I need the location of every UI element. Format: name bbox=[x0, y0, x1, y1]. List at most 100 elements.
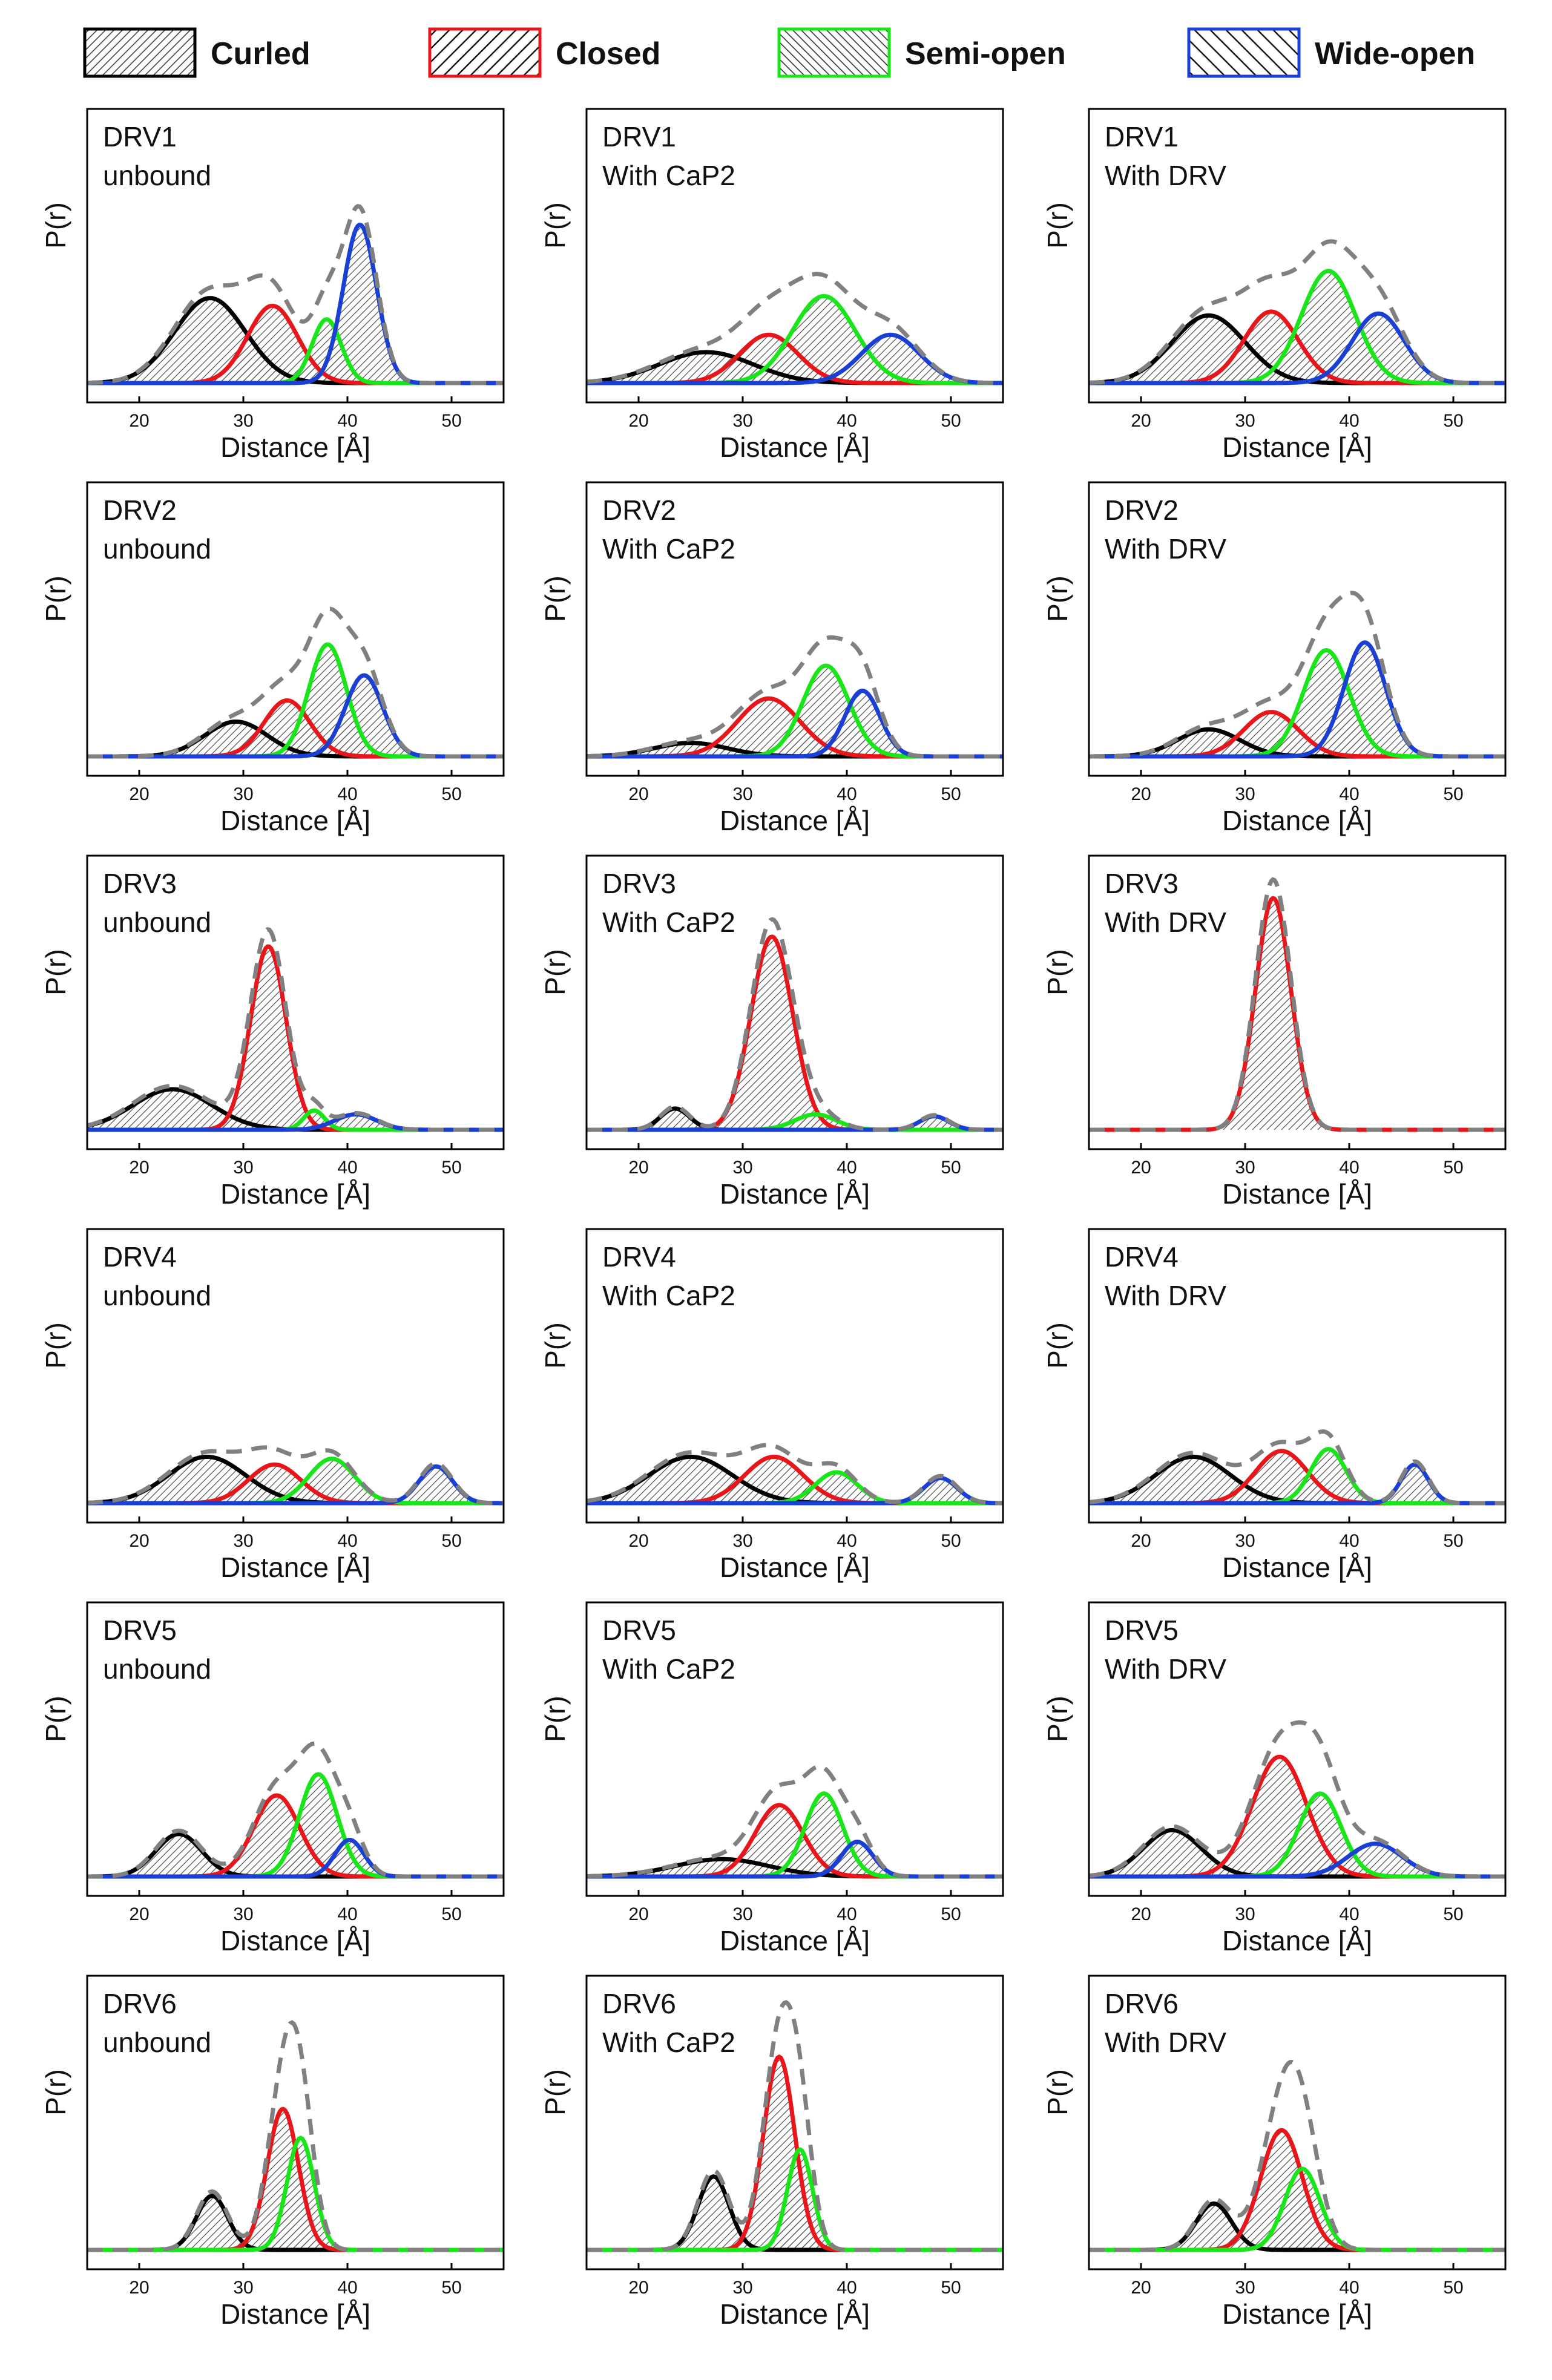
panel-condition: With CaP2 bbox=[602, 906, 735, 938]
legend: Curled Closed Semi-open Wide-open bbox=[83, 27, 1475, 78]
hatch-fill-wide-open bbox=[1089, 1464, 1505, 1503]
x-tick-label: 50 bbox=[441, 1531, 461, 1551]
x-tick-label: 50 bbox=[941, 2278, 961, 2298]
hatch-fill-curled bbox=[1089, 315, 1505, 383]
y-axis-title: P(r) bbox=[40, 1322, 71, 1369]
x-tick-label: 30 bbox=[233, 1904, 253, 1924]
x-tick-label: 40 bbox=[337, 1158, 357, 1178]
x-tick-label: 50 bbox=[941, 784, 961, 804]
x-tick-label: 30 bbox=[1235, 2278, 1255, 2298]
x-tick-label: 30 bbox=[233, 2278, 253, 2298]
panel-condition: With CaP2 bbox=[602, 1653, 735, 1685]
panel-condition: unbound bbox=[103, 1280, 211, 1311]
hatch-fill-closed bbox=[87, 946, 504, 1130]
x-tick-label: 20 bbox=[129, 411, 149, 431]
x-axis-title: Distance [Å] bbox=[1222, 1178, 1372, 1210]
panel-title: DRV1 bbox=[602, 121, 676, 152]
x-tick-label: 20 bbox=[129, 1158, 149, 1178]
panel-drv5-unbound: 20 30 40 50 DRV5 unbound Distance [Å] P(r) bbox=[40, 1601, 505, 1956]
total-fit-curve bbox=[587, 2000, 1003, 2252]
x-tick-label: 20 bbox=[129, 1904, 149, 1924]
x-axis-title: Distance [Å] bbox=[220, 431, 370, 463]
panel-title: DRV4 bbox=[103, 1241, 177, 1273]
x-tick-label: 50 bbox=[441, 1904, 461, 1924]
x-tick-label: 30 bbox=[732, 784, 752, 804]
x-tick-label: 20 bbox=[1131, 1531, 1151, 1551]
hatch-fill-curled bbox=[87, 2195, 504, 2250]
y-axis-title: P(r) bbox=[1042, 1322, 1073, 1369]
panel-condition: unbound bbox=[103, 906, 211, 938]
hatch-fill-curled bbox=[587, 1108, 1003, 1130]
plot-frame bbox=[585, 1975, 1004, 2270]
plot-frame bbox=[86, 854, 505, 1150]
x-tick-label: 20 bbox=[628, 1531, 648, 1551]
x-tick-label: 50 bbox=[441, 2278, 461, 2298]
x-axis-title: Distance [Å] bbox=[220, 1925, 370, 1956]
x-tick-label: 40 bbox=[337, 2278, 357, 2298]
y-axis-title: P(r) bbox=[539, 1696, 571, 1742]
x-axis-title: Distance [Å] bbox=[720, 805, 870, 836]
hatch-fill-semi-open bbox=[587, 2149, 1003, 2250]
hatch-fill-semi-open bbox=[87, 644, 504, 756]
x-tick-label: 30 bbox=[233, 411, 253, 431]
x-tick-label: 30 bbox=[732, 1904, 752, 1924]
x-tick-label: 30 bbox=[732, 411, 752, 431]
plot-frame bbox=[585, 108, 1004, 404]
panel-drv1-with-drv: 20 30 40 50 DRV1 With DRV Distance [Å] P(r) bbox=[1042, 108, 1507, 463]
panel-drv6-with-cap2: 20 30 40 50 DRV6 With CaP2 Distance [Å] P(r) bbox=[539, 1975, 1004, 2330]
total-fit-curve bbox=[586, 272, 1003, 385]
y-axis-title: P(r) bbox=[1042, 202, 1073, 249]
total-fit-curve bbox=[586, 1443, 1004, 1506]
x-tick-label: 40 bbox=[1339, 1904, 1359, 1924]
hatch-fill-curled bbox=[1089, 1457, 1505, 1503]
hatch-fill-curled bbox=[87, 1457, 504, 1503]
x-tick-label: 40 bbox=[337, 784, 357, 804]
x-tick-label: 30 bbox=[1235, 411, 1255, 431]
panel-drv6-unbound: 20 30 40 50 DRV6 unbound Distance [Å] P(r) bbox=[40, 1975, 505, 2330]
legend-swatch-curled bbox=[83, 27, 197, 78]
x-tick-label: 30 bbox=[732, 1531, 752, 1551]
x-tick-label: 40 bbox=[837, 784, 857, 804]
x-tick-label: 50 bbox=[941, 1531, 961, 1551]
y-axis-title: P(r) bbox=[539, 1322, 571, 1369]
x-tick-label: 30 bbox=[1235, 1158, 1255, 1178]
hatch-fill-closed bbox=[587, 1805, 1003, 1877]
panel-condition: With DRV bbox=[1105, 906, 1226, 938]
x-axis-title: Distance [Å] bbox=[720, 1552, 870, 1583]
total-fit-curve bbox=[1088, 1720, 1505, 1879]
legend-swatch-wide-open bbox=[1187, 27, 1301, 78]
x-tick-label: 30 bbox=[1235, 1531, 1255, 1551]
x-tick-label: 20 bbox=[1131, 1904, 1151, 1924]
panel-drv1-with-cap2: 20 30 40 50 DRV1 With CaP2 Distance [Å] P(r) bbox=[539, 108, 1004, 463]
x-tick-label: 50 bbox=[1443, 1531, 1463, 1551]
panel-title: DRV5 bbox=[103, 1615, 177, 1646]
x-tick-label: 40 bbox=[1339, 411, 1359, 431]
x-tick-label: 20 bbox=[628, 2278, 648, 2298]
panel-title: DRV3 bbox=[103, 868, 177, 899]
hatch-fill-wide-open bbox=[587, 1478, 1003, 1503]
x-tick-label: 30 bbox=[732, 2278, 752, 2298]
x-tick-label: 20 bbox=[1131, 784, 1151, 804]
y-axis-title: P(r) bbox=[40, 575, 71, 622]
hatch-fill-curled bbox=[1089, 2203, 1505, 2250]
panel-condition: With DRV bbox=[1105, 160, 1226, 191]
x-tick-label: 40 bbox=[837, 1531, 857, 1551]
panel-title: DRV2 bbox=[1105, 494, 1179, 526]
x-axis-title: Distance [Å] bbox=[1222, 805, 1372, 836]
x-tick-label: 30 bbox=[1235, 1904, 1255, 1924]
x-tick-label: 50 bbox=[441, 411, 461, 431]
x-tick-label: 40 bbox=[1339, 784, 1359, 804]
total-fit-curve bbox=[87, 1741, 504, 1879]
hatch-fill-curled bbox=[587, 1457, 1003, 1503]
y-axis-title: P(r) bbox=[539, 949, 571, 995]
panel-condition: unbound bbox=[103, 160, 211, 191]
x-tick-label: 40 bbox=[1339, 1531, 1359, 1551]
curve-semi-open bbox=[1088, 2166, 1506, 2252]
panel-condition: With CaP2 bbox=[602, 1280, 735, 1311]
legend-swatch-semi-open bbox=[777, 27, 891, 78]
x-tick-label: 30 bbox=[732, 1158, 752, 1178]
x-tick-label: 40 bbox=[837, 1904, 857, 1924]
x-tick-label: 40 bbox=[1339, 1158, 1359, 1178]
panel-condition: With DRV bbox=[1105, 2027, 1226, 2058]
